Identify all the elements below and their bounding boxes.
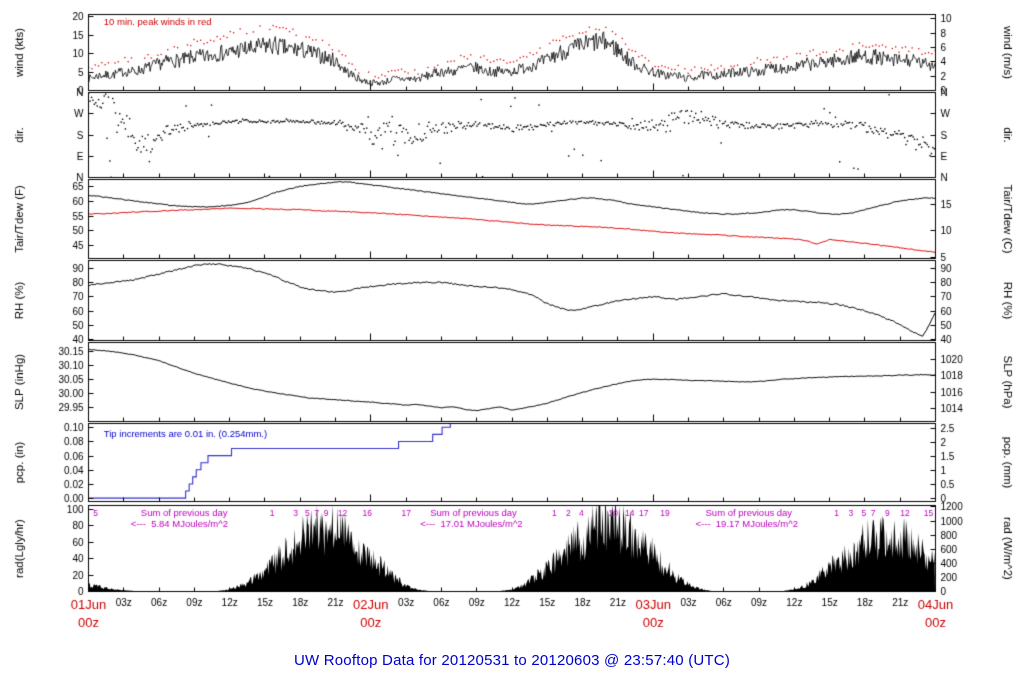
meteogram-canvas — [0, 0, 1024, 645]
chart-title: UW Rooftop Data for 20120531 to 20120603… — [293, 652, 731, 669]
